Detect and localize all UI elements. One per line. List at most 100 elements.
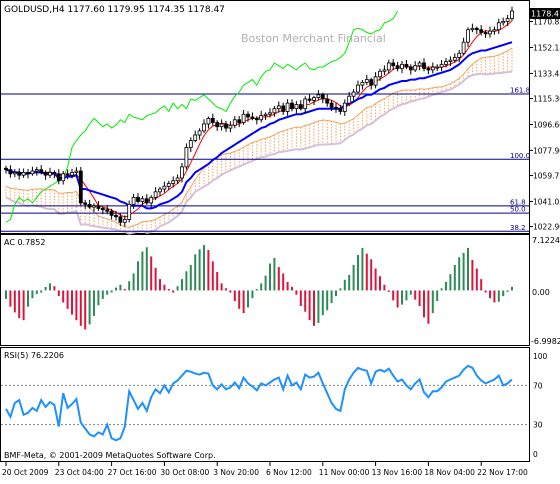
candle-body (48, 172, 52, 176)
price-axis-label: 1077.90 (533, 146, 560, 155)
candle-body (96, 205, 101, 209)
candle-body (74, 170, 79, 173)
candle-body (61, 173, 66, 182)
candle-body (254, 117, 259, 121)
ac-histogram (5, 245, 513, 330)
candle-body (127, 203, 132, 220)
candle-body (378, 70, 382, 78)
candle-body (444, 61, 448, 65)
ac-max-label: 7.1224 (532, 236, 560, 245)
candle-body (510, 10, 514, 20)
candle-body (404, 63, 409, 68)
candle-body (197, 130, 202, 136)
fib-level-label: 100.0 (510, 152, 530, 160)
candle-body (290, 102, 294, 110)
rsi-line (5, 364, 513, 442)
candle-body (202, 123, 206, 132)
candle-body (131, 196, 136, 205)
candle-body (312, 97, 316, 101)
candle-body (470, 27, 475, 31)
time-axis-label: 3 Nov 20:00 (213, 468, 259, 477)
candle-body (364, 79, 369, 83)
price-axis-label: 1041.05 (533, 197, 560, 206)
ac-min-label: -6.9982 (531, 337, 560, 346)
price-axis-label: 1096.60 (533, 120, 560, 129)
candle-body (320, 94, 325, 100)
candle-body (461, 41, 466, 54)
tenkan-sen-line (5, 20, 513, 218)
candle-body (259, 115, 264, 121)
candle-body (395, 65, 400, 69)
rsi-indicator-panel[interactable] (0, 347, 530, 462)
candle-body (162, 185, 167, 190)
candle-body (452, 57, 457, 61)
time-axis-label: 30 Oct 08:00 (160, 468, 209, 477)
time-axis-label: 18 Nov 04:00 (424, 468, 475, 477)
candle-body (175, 177, 180, 182)
candle-body (34, 169, 39, 172)
fib-level-label: 38.2 (510, 224, 526, 232)
senkou-span-a (5, 47, 513, 228)
candle-body (39, 169, 44, 173)
candle-body (215, 122, 220, 128)
candle-body (250, 116, 255, 119)
candle-body (224, 123, 228, 129)
fib-level-label: 161.8 (510, 87, 530, 95)
candle-body (268, 112, 272, 115)
candle-body (298, 104, 303, 110)
price-axis-label: 1133.45 (533, 69, 560, 78)
time-axis-label: 22 Nov 17:00 (477, 468, 528, 477)
ac-zero-label: 0.00 (532, 288, 550, 297)
rsi-axis-label: 70 (533, 381, 543, 390)
candle-body (78, 170, 83, 204)
candle-body (193, 134, 198, 141)
candle-body (43, 172, 48, 176)
kijun-sen-line (5, 41, 513, 210)
candle-body (457, 52, 462, 58)
candle-body (65, 173, 70, 176)
candle-body (83, 202, 88, 205)
candle-body (70, 172, 74, 176)
candle-body (232, 119, 237, 126)
candle-body (505, 18, 510, 22)
candlesticks (4, 6, 514, 227)
candle-body (52, 172, 57, 175)
time-axis-label: 20 Oct 2009 (2, 468, 49, 477)
candle-body (492, 29, 497, 32)
candle-body (105, 209, 110, 212)
candle-body (114, 214, 118, 218)
candle-body (439, 63, 444, 68)
axis-labels: 1170.85 1152.15 1133.45 1115.30 1096.60 1077.… (2, 18, 560, 477)
candle-body (56, 173, 61, 182)
fib-level-label: 50.0 (510, 206, 526, 214)
candle-body (140, 198, 145, 202)
candle-body (109, 210, 114, 216)
price-axis-label: 1115.30 (533, 95, 560, 104)
candle-body (118, 216, 123, 223)
candle-body (272, 108, 277, 114)
symbol-info-text: GOLDUSD,H4 1177.60 1179.95 1174.35 1178.… (4, 5, 225, 15)
chikou-span-line (5, 10, 399, 223)
candle-body (171, 180, 176, 184)
senkou-span-b (5, 70, 513, 235)
candle-body (369, 79, 374, 86)
ac-panel-title: AC 0.7852 (4, 238, 45, 247)
time-axis-label: 13 Nov 16:00 (372, 468, 423, 477)
candle-body (382, 69, 387, 72)
price-axis-label: 1152.15 (533, 44, 560, 53)
candle-body (338, 108, 343, 112)
watermark-text: Boston Merchant Financial (241, 32, 386, 45)
candle-body (219, 123, 224, 128)
price-axis-label: 1059.75 (533, 172, 560, 181)
time-axis-label: 11 Nov 00:00 (319, 468, 370, 477)
candle-body (281, 105, 286, 112)
candle-body (422, 62, 426, 69)
candle-body (391, 62, 396, 67)
candle-body (184, 147, 189, 168)
candle-body (122, 219, 127, 223)
price-axis-label: 1170.85 (533, 18, 560, 27)
candle-body (87, 203, 92, 208)
candle-body (386, 62, 391, 71)
